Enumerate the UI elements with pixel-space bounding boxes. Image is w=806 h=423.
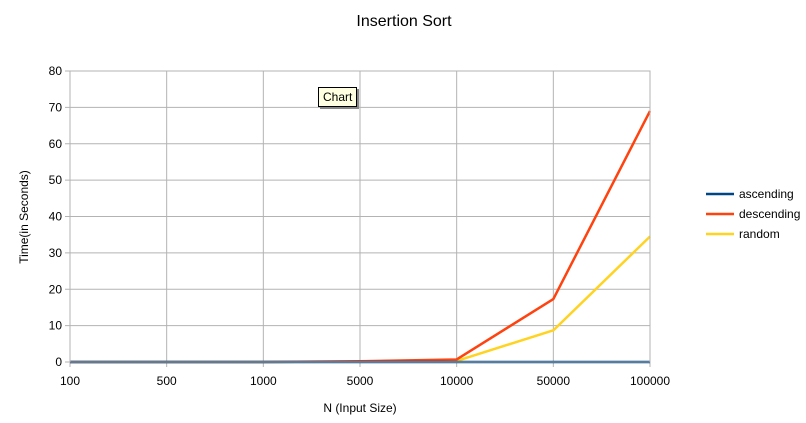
x-tick-label: 10000: [440, 374, 474, 388]
y-axis-ticks: 0 10 20 30 40 50 60 70 80: [49, 64, 63, 369]
x-tick-label: 1000: [250, 374, 277, 388]
y-tick-label: 30: [49, 246, 63, 260]
legend-label-random: random: [739, 227, 780, 241]
y-tick-label: 80: [49, 64, 63, 78]
x-axis-label: N (Input Size): [323, 401, 396, 415]
legend-label-descending: descending: [739, 207, 800, 221]
x-tick-label: 500: [157, 374, 177, 388]
y-tick-label: 20: [49, 282, 63, 296]
x-tick-label: 100000: [630, 374, 670, 388]
plot-frame: [69, 70, 651, 363]
y-tick-label: 70: [49, 100, 63, 114]
y-tick-label: 60: [49, 137, 63, 151]
y-tick-label: 0: [55, 355, 62, 369]
legend: ascending descending random: [706, 187, 800, 241]
chart-title: Insertion Sort: [356, 13, 452, 30]
x-tick-label: 50000: [537, 374, 571, 388]
chart-tooltip: Chart: [318, 87, 358, 107]
y-axis-label: Time(in Seconds): [17, 170, 31, 264]
x-axis-ticks: 100 500 1000 5000 10000 50000 100000: [60, 374, 670, 388]
x-tick-label: 100: [60, 374, 80, 388]
y-tick-label: 50: [49, 173, 63, 187]
y-tick-label: 40: [49, 210, 63, 224]
legend-label-ascending: ascending: [739, 187, 794, 201]
x-tick-label: 5000: [347, 374, 374, 388]
y-tick-label: 10: [49, 319, 63, 333]
